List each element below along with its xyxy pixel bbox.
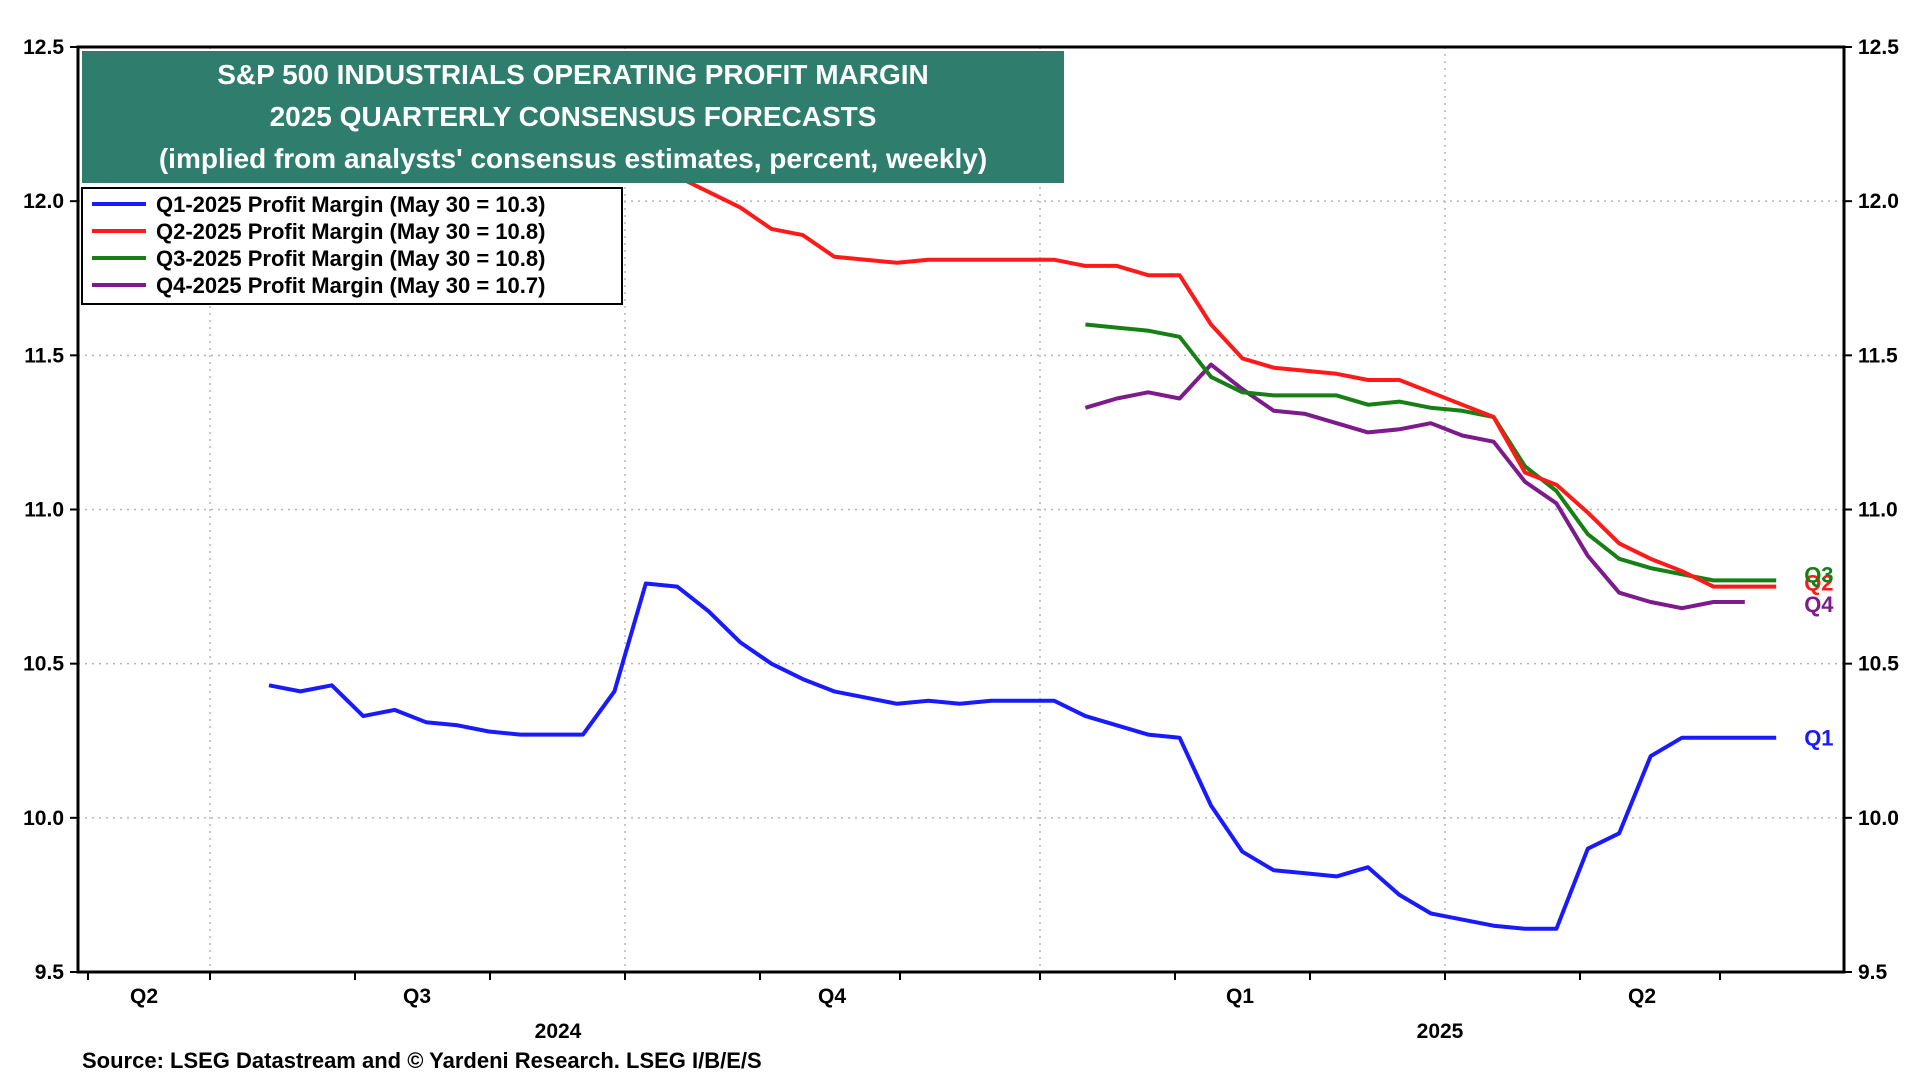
title-line-1: S&P 500 INDUSTRIALS OPERATING PROFIT MAR… [217,59,928,90]
end-label-q4: Q4 [1804,592,1834,617]
series-line-q3 [1085,322,1777,583]
series-lines [268,174,1777,931]
legend: Q1-2025 Profit Margin (May 30 = 10.3) Q2… [81,187,623,305]
y-tick-label-right: 11.0 [1858,499,1898,522]
series-line-q2 [676,174,1777,589]
y-tick-label-left: 9.5 [35,961,65,984]
series-line-q4 [1084,362,1745,611]
title-box [82,51,1064,183]
legend-box [81,187,623,305]
x-label-q2-2025: Q2 [1628,985,1656,1008]
y-tick-label-left: 10.0 [23,807,64,830]
legend-label-q1: Q1-2025 Profit Margin (May 30 = 10.3) [156,192,545,217]
y-tick-label-left: 11.0 [24,499,64,522]
y-axis-ticks: 12.5 12.5 12.0 12.0 11.5 11.5 11.0 11.0 10.5 10.5… [23,36,1899,984]
x-label-year-2025: 2025 [1417,1020,1464,1043]
end-label-q1: Q1 [1804,726,1833,751]
legend-label-q4: Q4-2025 Profit Margin (May 30 = 10.7) [156,273,545,298]
x-label-q4-2024: Q4 [818,985,846,1008]
y-tick-label-left: 10.5 [23,653,64,676]
x-label-q1-2025: Q1 [1226,985,1254,1008]
y-tick-label-left: 12.5 [23,36,64,59]
title-line-3: (implied from analysts' consensus estima… [159,143,987,174]
x-label-q3-2024: Q3 [403,985,431,1008]
grid-lines [78,47,1844,972]
x-axis-ticks [87,972,1721,980]
y-tick-label-left: 12.0 [23,190,64,213]
y-tick-label-right: 10.5 [1858,653,1899,676]
y-tick-label-right: 12.0 [1858,190,1899,213]
title-line-2: 2025 QUARTERLY CONSENSUS FORECASTS [270,101,877,132]
legend-label-q3: Q3-2025 Profit Margin (May 30 = 10.8) [156,246,545,271]
end-label-q2: Q2 [1804,571,1833,596]
x-label-q2-2024: Q2 [130,985,158,1008]
x-label-year-2024: 2024 [535,1020,582,1043]
y-tick-label-right: 10.0 [1858,807,1899,830]
legend-label-q2: Q2-2025 Profit Margin (May 30 = 10.8) [156,219,545,244]
y-tick-label-left: 11.5 [24,344,64,367]
y-tick-label-right: 9.5 [1858,961,1888,984]
end-label-q3: Q3 [1804,562,1833,587]
series-line-q1 [268,581,1777,931]
y-tick-label-right: 11.5 [1858,344,1898,367]
source-note: Source: LSEG Datastream and © Yardeni Re… [82,1048,762,1073]
y-tick-label-right: 12.5 [1858,36,1899,59]
